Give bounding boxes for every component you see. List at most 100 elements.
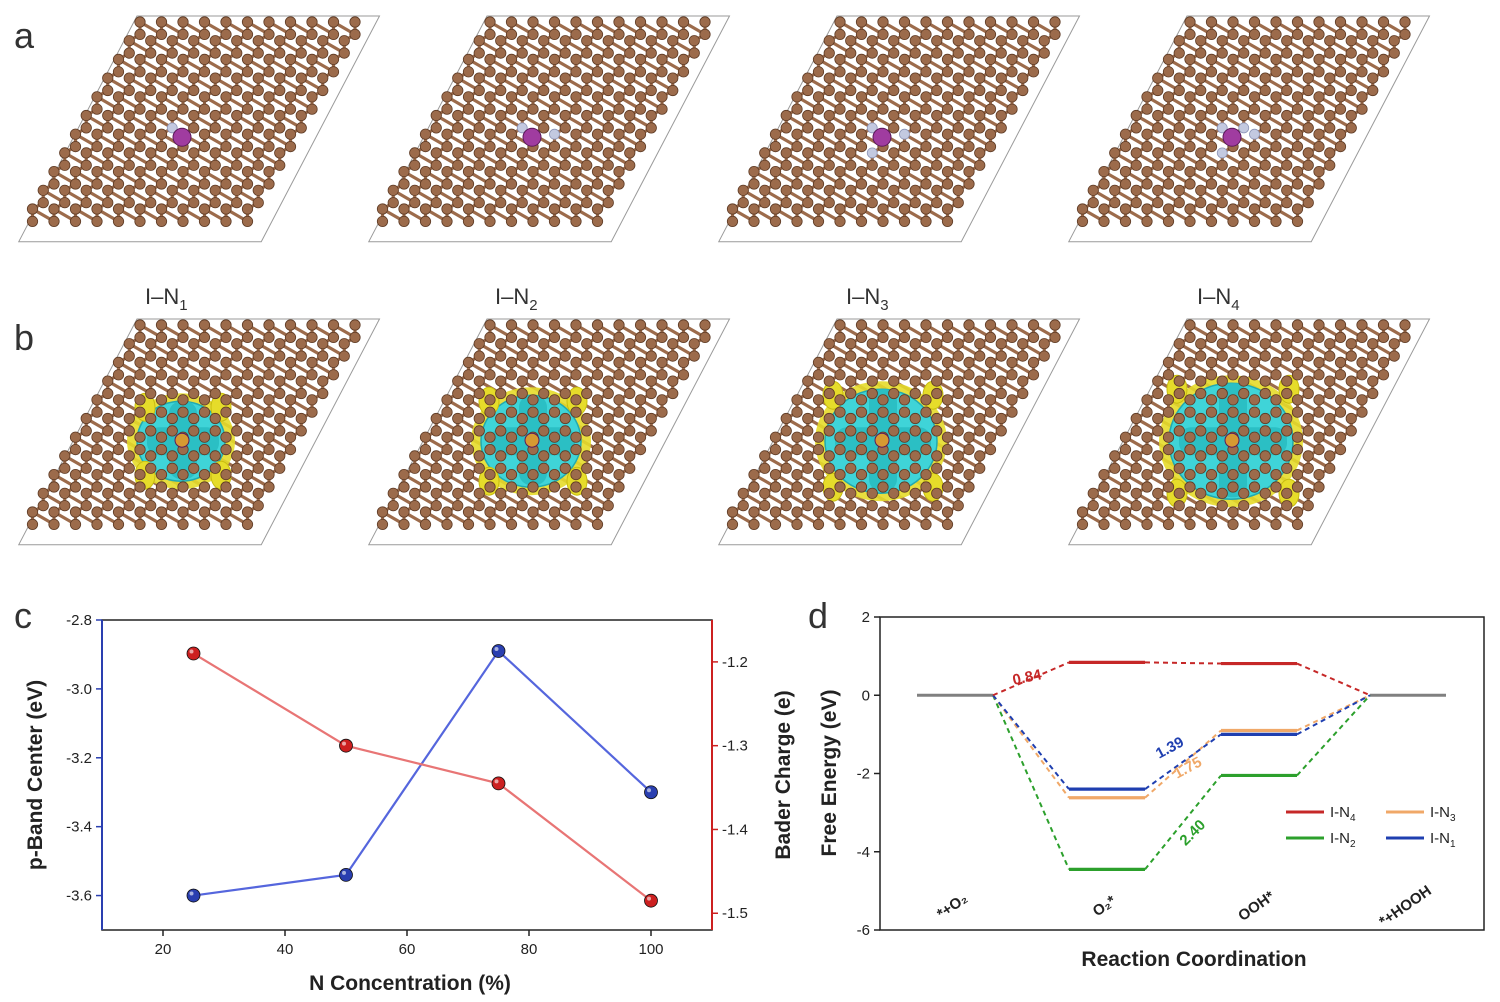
carbon-atom bbox=[527, 53, 539, 66]
carbon-atom bbox=[602, 450, 614, 462]
carbon-atom bbox=[306, 91, 318, 103]
chart-c-point-red bbox=[186, 646, 201, 661]
carbon-atom bbox=[823, 487, 835, 499]
carbon-atom bbox=[1367, 350, 1379, 362]
carbon-atom bbox=[430, 412, 442, 425]
carbon-atom bbox=[177, 215, 189, 227]
carbon-atom bbox=[473, 375, 485, 387]
carbon-atom bbox=[1324, 387, 1336, 400]
carbon-atom bbox=[1281, 412, 1293, 425]
carbon-atom bbox=[591, 128, 604, 140]
carbon-atom bbox=[1205, 203, 1218, 215]
carbon-atom bbox=[134, 128, 146, 140]
carbon-atom bbox=[1259, 147, 1271, 159]
carbon-atom bbox=[834, 319, 846, 331]
carbon-atom bbox=[802, 159, 814, 171]
carbon-atom bbox=[188, 462, 200, 474]
carbon-atom bbox=[430, 462, 442, 474]
carbon-atom bbox=[252, 35, 264, 47]
carbon-atom bbox=[166, 84, 178, 97]
carbon-atom bbox=[112, 406, 125, 418]
carbon-atom bbox=[812, 141, 825, 153]
carbon-atom bbox=[1302, 47, 1314, 59]
carbon-atom bbox=[834, 166, 846, 178]
carbon-atom bbox=[624, 412, 636, 425]
carbon-atom bbox=[1227, 53, 1239, 66]
carbon-atom bbox=[952, 72, 964, 84]
carbon-atom bbox=[570, 178, 582, 190]
carbon-atom bbox=[791, 431, 803, 443]
chart-c-x-tick-label: 40 bbox=[277, 941, 294, 958]
carbon-atom bbox=[1184, 431, 1196, 443]
carbon-atom bbox=[263, 178, 275, 190]
carbon-atom bbox=[591, 203, 604, 215]
carbon-atom bbox=[656, 103, 668, 115]
carbon-atom bbox=[145, 338, 157, 350]
carbon-atom bbox=[591, 141, 604, 153]
carbon-atom bbox=[812, 103, 825, 115]
carbon-atom bbox=[634, 53, 647, 66]
carbon-atom bbox=[791, 141, 803, 153]
carbon-atom bbox=[1313, 394, 1325, 406]
carbon-atom bbox=[591, 443, 604, 456]
carbon-atom bbox=[134, 331, 146, 343]
carbon-atom bbox=[441, 406, 453, 418]
carbon-atom bbox=[952, 159, 964, 171]
carbon-atom bbox=[505, 319, 518, 331]
carbon-atom bbox=[69, 431, 82, 443]
carbon-atom bbox=[409, 500, 421, 512]
carbon-atom bbox=[624, 338, 636, 350]
carbon-atom bbox=[559, 487, 571, 499]
carbon-atom bbox=[1038, 350, 1050, 362]
carbon-atom bbox=[220, 356, 232, 368]
carbon-atom bbox=[780, 147, 792, 159]
carbon-atom bbox=[145, 84, 157, 97]
carbon-atom bbox=[1205, 28, 1218, 41]
carbon-atom bbox=[59, 462, 71, 474]
carbon-atom bbox=[920, 128, 932, 140]
carbon-atom bbox=[252, 184, 264, 196]
carbon-atom bbox=[338, 35, 350, 47]
carbon-atom bbox=[112, 468, 125, 481]
carbon-atom bbox=[516, 462, 528, 474]
carbon-atom bbox=[1216, 350, 1228, 362]
carbon-atom bbox=[1049, 331, 1061, 343]
carbon-atom bbox=[1324, 84, 1336, 97]
carbon-atom bbox=[1152, 147, 1164, 159]
carbon-atom bbox=[409, 462, 421, 474]
carbon-atom bbox=[134, 481, 146, 493]
carbon-atom bbox=[1205, 431, 1218, 443]
carbon-atom bbox=[1109, 147, 1121, 159]
chart-d-connector-I-N3 bbox=[1296, 694, 1371, 732]
carbon-atom bbox=[667, 72, 679, 84]
carbon-atom bbox=[888, 197, 900, 209]
carbon-atom bbox=[327, 331, 340, 343]
carbon-atom bbox=[995, 72, 1007, 84]
chart-d-legend-sub: 4 bbox=[1350, 813, 1356, 824]
carbon-atom bbox=[974, 425, 986, 437]
carbon-atom bbox=[484, 66, 496, 78]
carbon-atom bbox=[188, 47, 200, 59]
carbon-atom bbox=[198, 518, 211, 531]
carbon-atom bbox=[634, 16, 647, 28]
carbon-atom bbox=[220, 16, 232, 28]
carbon-atom bbox=[145, 122, 157, 134]
carbon-atom bbox=[134, 319, 146, 331]
chart-c-left-tick-label: -2.8 bbox=[66, 612, 92, 629]
carbon-atom bbox=[823, 184, 835, 196]
chart-c-point-highlight bbox=[342, 741, 346, 746]
chart-d-legend-sub: 3 bbox=[1450, 813, 1456, 824]
carbon-atom bbox=[441, 481, 453, 493]
carbon-atom bbox=[1195, 84, 1207, 97]
carbon-atom bbox=[995, 109, 1007, 122]
carbon-atom bbox=[548, 406, 561, 418]
carbon-atom bbox=[802, 184, 814, 196]
iodine-atom bbox=[174, 432, 190, 448]
carbon-atom bbox=[920, 468, 932, 481]
carbon-atom bbox=[1270, 103, 1282, 115]
carbon-atom bbox=[166, 47, 178, 59]
carbon-atom bbox=[931, 159, 943, 171]
carbon-atom bbox=[1130, 122, 1142, 134]
carbon-atom bbox=[1162, 66, 1175, 78]
carbon-atom bbox=[1291, 128, 1304, 140]
